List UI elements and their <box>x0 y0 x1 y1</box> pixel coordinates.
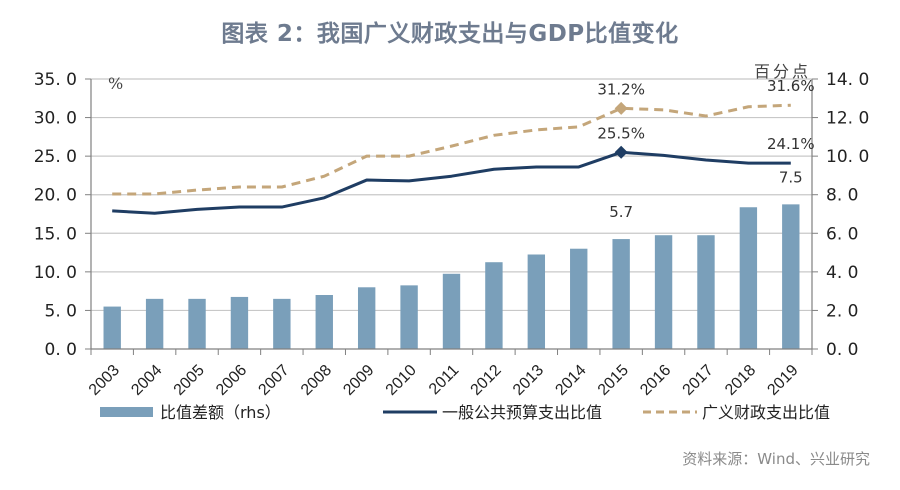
right-tick-label: 10. 0 <box>826 147 869 167</box>
data-label: 24.1% <box>767 135 815 153</box>
left-tick-label: 20. 0 <box>34 186 77 206</box>
x-tick-label: 2003 <box>86 362 123 399</box>
left-tick-label: 30. 0 <box>34 109 77 129</box>
left-tick-label: 0. 0 <box>45 340 77 360</box>
right-tick-label: 4. 0 <box>826 263 858 283</box>
bar <box>697 235 715 349</box>
data-label: 31.2% <box>597 80 645 98</box>
bar-series <box>103 204 800 349</box>
x-tick-label: 2006 <box>213 362 250 399</box>
left-tick-label: 15. 0 <box>34 224 77 244</box>
left-tick-label: 35. 0 <box>34 70 77 90</box>
line-series <box>112 103 791 215</box>
x-tick-label: 2013 <box>510 362 547 399</box>
general-budget-line <box>112 150 791 215</box>
bar <box>188 298 206 349</box>
bar <box>442 273 461 349</box>
right-tick-label: 0. 0 <box>826 340 858 360</box>
legend-label-general: 一般公共预算支出比值 <box>442 403 602 422</box>
right-tick-label: 8. 0 <box>826 186 858 206</box>
bar <box>570 248 588 349</box>
x-tick-label: 2005 <box>171 362 208 399</box>
x-tick-label: 2016 <box>637 362 674 399</box>
legend-swatch-bar <box>100 407 153 417</box>
bar <box>230 296 249 349</box>
broad-fiscal-line <box>112 103 791 196</box>
right-tick-label: 2. 0 <box>826 301 858 321</box>
right-tick-label: 12. 0 <box>826 109 869 129</box>
x-tick-label: 2004 <box>128 362 165 399</box>
data-label: 5.7 <box>609 203 633 221</box>
bar <box>357 287 376 349</box>
right-tick-label: 6. 0 <box>826 224 858 244</box>
x-tick-label: 2019 <box>764 362 801 399</box>
left-tick-label: 5. 0 <box>45 301 77 321</box>
chart-title: 图表 2：我国广义财政支出与GDP比值变化 <box>221 21 679 47</box>
bar <box>145 298 164 349</box>
x-tick-label: 2011 <box>426 362 462 398</box>
bar <box>315 295 333 349</box>
bar <box>485 262 503 349</box>
x-tick-label: 2008 <box>298 362 335 399</box>
x-tick-label: 2012 <box>468 362 505 399</box>
bar <box>739 207 758 349</box>
data-label: 31.6% <box>767 77 815 95</box>
gridlines <box>91 78 812 312</box>
x-tick-label: 2015 <box>595 362 632 399</box>
bar <box>400 285 418 349</box>
legend: 比值差额（rhs） 一般公共预算支出比值 广义财政支出比值 <box>100 403 830 422</box>
bar <box>273 298 291 349</box>
diamond-marker <box>614 145 628 159</box>
x-tick-label: 2018 <box>722 362 759 399</box>
right-tick-label: 14. 0 <box>826 70 869 90</box>
left-axis-unit: % <box>108 74 123 93</box>
bar <box>612 239 630 349</box>
x-tick-label: 2007 <box>255 362 292 399</box>
data-label: 7.5 <box>779 168 803 186</box>
x-tick-label: 2009 <box>340 362 377 399</box>
bar <box>654 235 673 349</box>
x-tick-label: 2017 <box>680 362 717 399</box>
bar <box>103 306 121 349</box>
data-label: 25.5% <box>597 124 645 142</box>
legend-label-broad: 广义财政支出比值 <box>702 403 830 422</box>
left-tick-label: 25. 0 <box>34 147 77 167</box>
legend-label-bar: 比值差额（rhs） <box>160 403 281 422</box>
right-axis-unit: 百分点 <box>754 62 811 81</box>
bar <box>782 204 800 349</box>
annotations: 31.2% 31.6% 25.5% 24.1% 5.7 7.5 <box>597 77 814 221</box>
left-tick-label: 10. 0 <box>34 263 77 283</box>
x-tick-label: 2010 <box>383 362 420 399</box>
bar <box>527 254 546 349</box>
diamond-marker <box>614 101 628 115</box>
x-tick-label: 2014 <box>552 362 589 399</box>
source-note: 资料来源：Wind、兴业研究 <box>682 450 870 468</box>
